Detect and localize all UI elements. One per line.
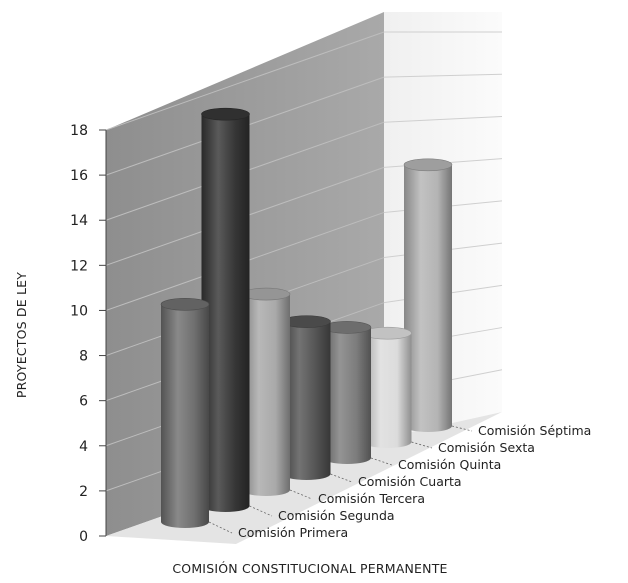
- category-label: Comisión Sexta: [438, 440, 535, 455]
- bar-body: [242, 294, 290, 496]
- gridline-side: [383, 73, 503, 78]
- bar: [282, 315, 331, 480]
- y-tick-label: 6: [79, 394, 88, 410]
- bar-top: [160, 298, 210, 311]
- category-label: Comisión Tercera: [318, 491, 425, 506]
- category-leader: [411, 441, 433, 449]
- bar: [322, 321, 372, 464]
- bar-top: [403, 158, 453, 172]
- bar-body: [323, 327, 371, 464]
- bar-body: [404, 164, 452, 432]
- y-tick-label: 18: [70, 123, 88, 139]
- y-tick-label: 12: [70, 258, 88, 274]
- category-leader: [208, 521, 233, 534]
- gridline-back: [105, 31, 385, 131]
- category-axis: Comisión Primera Comisión Segunda Comisión…: [208, 423, 591, 540]
- y-axis: 0 2 4 6 8 10 12 14 16 18: [70, 123, 106, 545]
- bar: [403, 158, 453, 432]
- category-label: Comisión Cuarta: [358, 474, 462, 489]
- category-label: Comisión Séptima: [478, 423, 591, 438]
- category-leader: [451, 425, 473, 432]
- bar-top: [201, 107, 250, 121]
- y-tick-label: 4: [79, 439, 88, 455]
- gridline-side: [383, 115, 503, 123]
- y-tick-label: 0: [79, 529, 88, 545]
- category-label: Comisión Quinta: [398, 457, 501, 472]
- y-tick-label: 8: [79, 349, 88, 365]
- bar-body: [363, 333, 412, 449]
- category-leader: [249, 505, 273, 517]
- y-tick-label: 14: [70, 213, 88, 229]
- y-tick-label: 16: [70, 168, 88, 184]
- y-tick-label: 2: [79, 484, 88, 500]
- bar: [201, 107, 250, 513]
- category-label: Comisión Primera: [238, 525, 348, 540]
- y-tick-label: 10: [70, 303, 88, 319]
- category-label: Comisión Segunda: [278, 508, 395, 523]
- bars: [160, 107, 453, 528]
- bar: [241, 287, 291, 496]
- bar-body: [201, 114, 250, 513]
- bar: [160, 298, 210, 528]
- y-axis-title: PROYECTOS DE LEY: [14, 272, 29, 398]
- bar-body: [282, 321, 331, 480]
- bar-body: [161, 304, 209, 528]
- x-axis-title: COMISIÓN CONSTITUCIONAL PERMANENTE: [172, 561, 447, 576]
